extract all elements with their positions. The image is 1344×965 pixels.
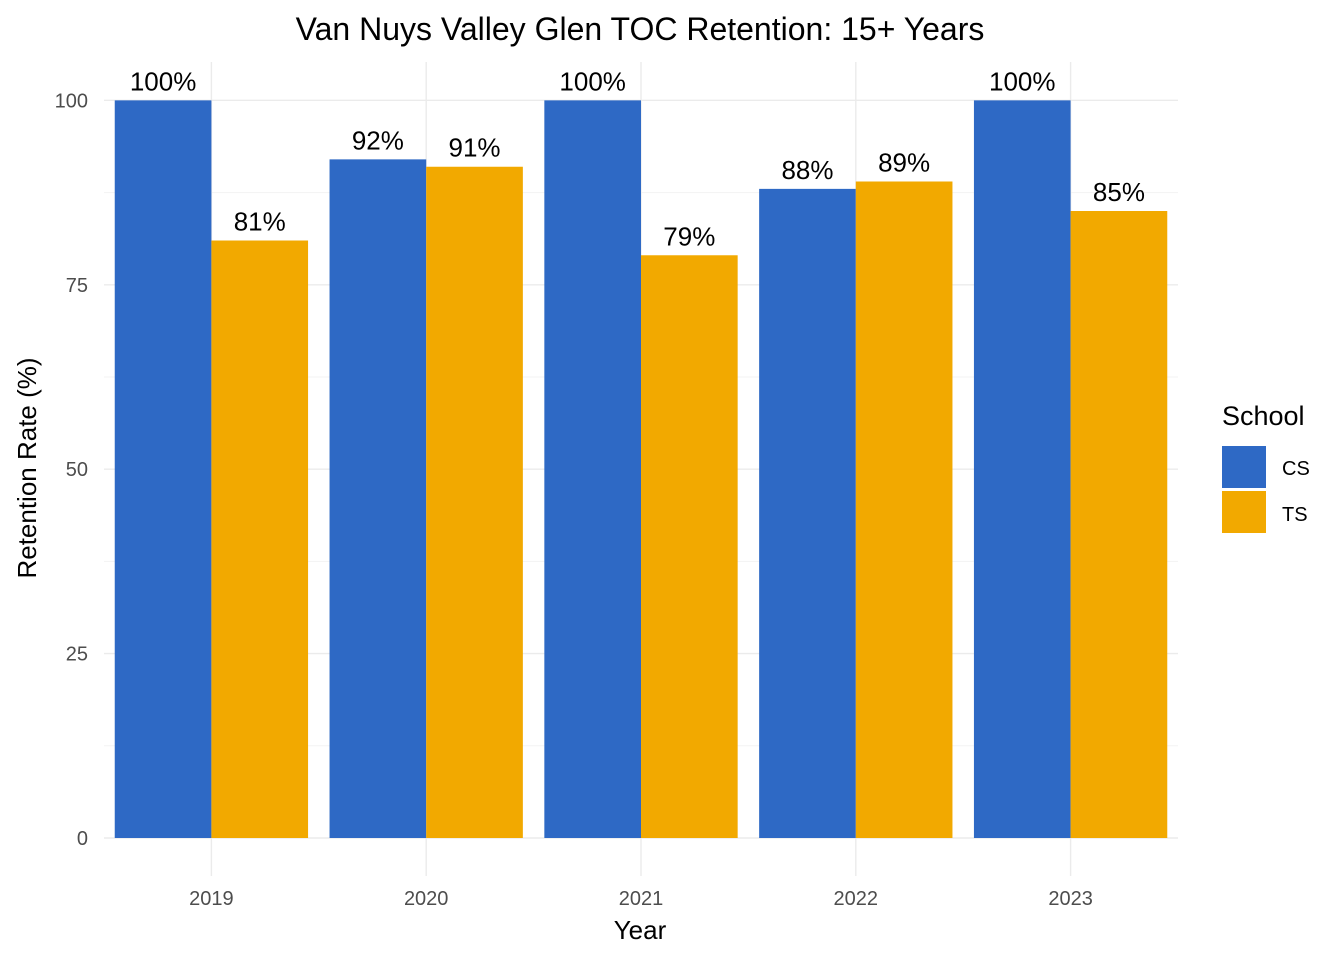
data-label-ts-2023: 85%: [1093, 177, 1145, 207]
y-tick-label: 100: [55, 90, 88, 112]
legend-label-ts: TS: [1282, 504, 1308, 526]
y-tick-label: 25: [66, 644, 88, 666]
data-label-cs-2023: 100%: [989, 66, 1056, 96]
legend-title: School: [1222, 401, 1305, 431]
legend-label-cs: CS: [1282, 458, 1310, 480]
bar-cs-2023: [973, 100, 1071, 838]
legend: School CS TS: [1222, 401, 1310, 533]
y-axis-ticks: 0 25 50 75 100: [55, 90, 88, 850]
x-tick-label: 2022: [834, 888, 879, 910]
bar-ts-2021: [641, 255, 738, 839]
bar-cs-2020: [329, 159, 427, 838]
y-tick-label: 50: [66, 459, 88, 481]
bar-ts-2020: [426, 166, 523, 839]
data-label-cs-2022: 88%: [781, 155, 833, 185]
data-label-cs-2021: 100%: [559, 66, 626, 96]
y-axis-title: Retention Rate (%): [12, 357, 42, 578]
x-tick-label: 2023: [1048, 888, 1093, 910]
x-tick-label: 2021: [619, 888, 664, 910]
bar-cs-2019: [114, 100, 212, 838]
bar-cs-2022: [759, 188, 856, 839]
data-label-ts-2019: 81%: [234, 207, 286, 237]
chart-title: Van Nuys Valley Glen TOC Retention: 15+ …: [296, 11, 985, 47]
legend-key-ts: [1222, 491, 1266, 533]
data-labels: 100% 92% 100% 88% 100% 81% 91% 79% 89% 85%: [130, 66, 1145, 251]
bar-ts-2019: [211, 240, 309, 838]
bar-cs-2021: [544, 100, 641, 838]
bar-ts-2023: [1070, 211, 1168, 839]
data-label-ts-2022: 89%: [878, 147, 930, 177]
bar-ts-2022: [855, 181, 953, 838]
bars: [114, 100, 1168, 839]
data-label-cs-2020: 92%: [352, 125, 404, 155]
y-tick-label: 0: [77, 828, 88, 850]
x-axis-ticks: 2019 2020 2021 2022 2023: [189, 888, 1093, 910]
legend-key-cs: [1222, 446, 1266, 488]
x-tick-label: 2020: [404, 888, 449, 910]
data-label-cs-2019: 100%: [130, 66, 197, 96]
x-axis-title: Year: [614, 915, 667, 945]
data-label-ts-2021: 79%: [663, 221, 715, 251]
data-label-ts-2020: 91%: [449, 133, 501, 163]
x-tick-label: 2019: [189, 888, 234, 910]
y-tick-label: 75: [66, 275, 88, 297]
